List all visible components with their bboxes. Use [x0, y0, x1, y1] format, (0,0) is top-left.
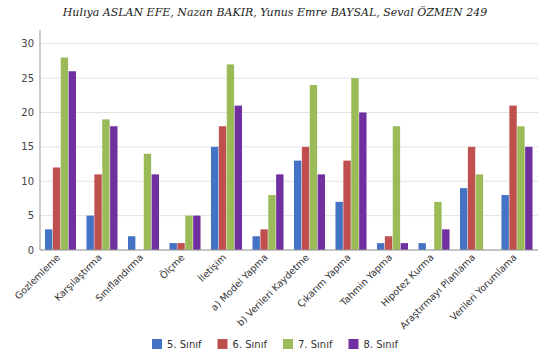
y-tick-label: 0 [28, 245, 34, 256]
bar [343, 161, 350, 250]
legend-swatch [348, 339, 358, 349]
bar [351, 78, 358, 250]
bar [128, 236, 135, 250]
bar [268, 195, 275, 250]
bar [69, 71, 76, 250]
bar [219, 126, 226, 250]
bar [94, 174, 101, 250]
y-tick-label: 25 [21, 73, 34, 84]
y-tick-label: 30 [21, 38, 34, 49]
title: Hulıya ASLAN EFE, Nazan BAKIR, Yunus Emr… [62, 5, 487, 19]
bar [252, 236, 259, 250]
legend-item: 7. Sınıf [283, 339, 333, 350]
legend-item: 6. Sınıf [218, 339, 268, 350]
y-tick-label: 5 [28, 210, 34, 221]
bar [193, 216, 200, 250]
bar [377, 243, 384, 250]
bar [418, 243, 425, 250]
y-axis: 0 5 10 15 20 25 30 [21, 30, 538, 256]
bar [169, 243, 176, 250]
bar [235, 106, 242, 250]
legend-swatch [283, 339, 293, 349]
grid-line [40, 112, 538, 113]
bar [393, 126, 400, 250]
bar [185, 216, 192, 250]
x-tick-label: Ölçme [157, 252, 186, 281]
bar [45, 229, 52, 250]
bar [152, 174, 159, 250]
chart: Hulıya ASLAN EFE, Nazan BAKIR, Yunus Emr… [0, 0, 550, 360]
x-tick-label: Verileri Yorumlama [448, 252, 519, 323]
grid-line [40, 78, 538, 79]
legend-label: 8. Sınıf [363, 339, 398, 350]
bar [302, 147, 309, 250]
bar [310, 85, 317, 250]
legend-item: 8. Sınıf [348, 339, 398, 350]
y-tick-label: 20 [21, 107, 34, 118]
grid-line [40, 43, 538, 44]
legend: 5. Sınıf 6. Sınıf 7. Sınıf 8. Sınıf [152, 339, 398, 350]
legend-item: 5. Sınıf [152, 339, 202, 350]
y-axis-line [40, 30, 41, 250]
bar [335, 202, 342, 250]
grid-line [40, 250, 538, 251]
bar [86, 216, 93, 250]
y-tick-label: 10 [21, 176, 34, 187]
legend-swatch [218, 339, 228, 349]
legend-swatch [152, 339, 162, 349]
bar [476, 174, 483, 250]
legend-label: 5. Sınıf [167, 339, 202, 350]
legend-label: 7. Sınıf [298, 339, 333, 350]
bar [227, 64, 234, 250]
x-axis: GozlemlemeKarşılaştırmaSınıflandırmaÖlçm… [12, 250, 538, 331]
bar [517, 126, 524, 250]
bar [525, 147, 532, 250]
bars [45, 58, 533, 251]
bar [501, 195, 508, 250]
bar [144, 154, 151, 250]
bar [110, 126, 117, 250]
x-tick-label: Araştırmayı Planlama [398, 252, 477, 331]
bar [509, 106, 516, 250]
bar [468, 147, 475, 250]
bar [401, 243, 408, 250]
legend-label: 6. Sınıf [233, 339, 268, 350]
bar [102, 119, 109, 250]
bar [460, 188, 467, 250]
bar [177, 243, 184, 250]
x-tick-label: b) Verileri Kaydetme [235, 252, 312, 329]
bar [260, 229, 267, 250]
bar [434, 202, 441, 250]
bar [211, 147, 218, 250]
bar [276, 174, 283, 250]
bar [294, 161, 301, 250]
x-tick-label: Sınıflandırma [93, 252, 145, 304]
y-tick-label: 15 [21, 141, 34, 152]
x-tick-label: İletişim [196, 252, 228, 284]
bar [53, 168, 60, 251]
bar [442, 229, 449, 250]
bar [61, 58, 68, 251]
bar [318, 174, 325, 250]
x-axis-line [40, 250, 538, 251]
bar [385, 236, 392, 250]
bar [359, 113, 366, 251]
